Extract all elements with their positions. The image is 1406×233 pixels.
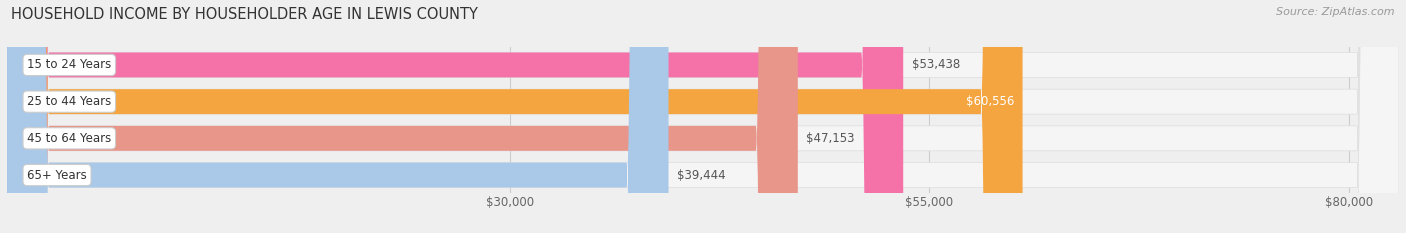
FancyBboxPatch shape (7, 0, 1399, 233)
Text: 15 to 24 Years: 15 to 24 Years (27, 58, 111, 72)
FancyBboxPatch shape (7, 0, 1399, 233)
FancyBboxPatch shape (7, 0, 1399, 233)
Text: 65+ Years: 65+ Years (27, 168, 87, 182)
FancyBboxPatch shape (7, 0, 903, 233)
FancyBboxPatch shape (7, 0, 797, 233)
Text: Source: ZipAtlas.com: Source: ZipAtlas.com (1277, 7, 1395, 17)
Text: $47,153: $47,153 (806, 132, 855, 145)
FancyBboxPatch shape (7, 0, 1022, 233)
FancyBboxPatch shape (7, 0, 1399, 233)
Text: $39,444: $39,444 (676, 168, 725, 182)
Text: 25 to 44 Years: 25 to 44 Years (27, 95, 111, 108)
Text: HOUSEHOLD INCOME BY HOUSEHOLDER AGE IN LEWIS COUNTY: HOUSEHOLD INCOME BY HOUSEHOLDER AGE IN L… (11, 7, 478, 22)
Text: $53,438: $53,438 (911, 58, 960, 72)
Text: $60,556: $60,556 (966, 95, 1014, 108)
Text: 45 to 64 Years: 45 to 64 Years (27, 132, 111, 145)
FancyBboxPatch shape (7, 0, 668, 233)
